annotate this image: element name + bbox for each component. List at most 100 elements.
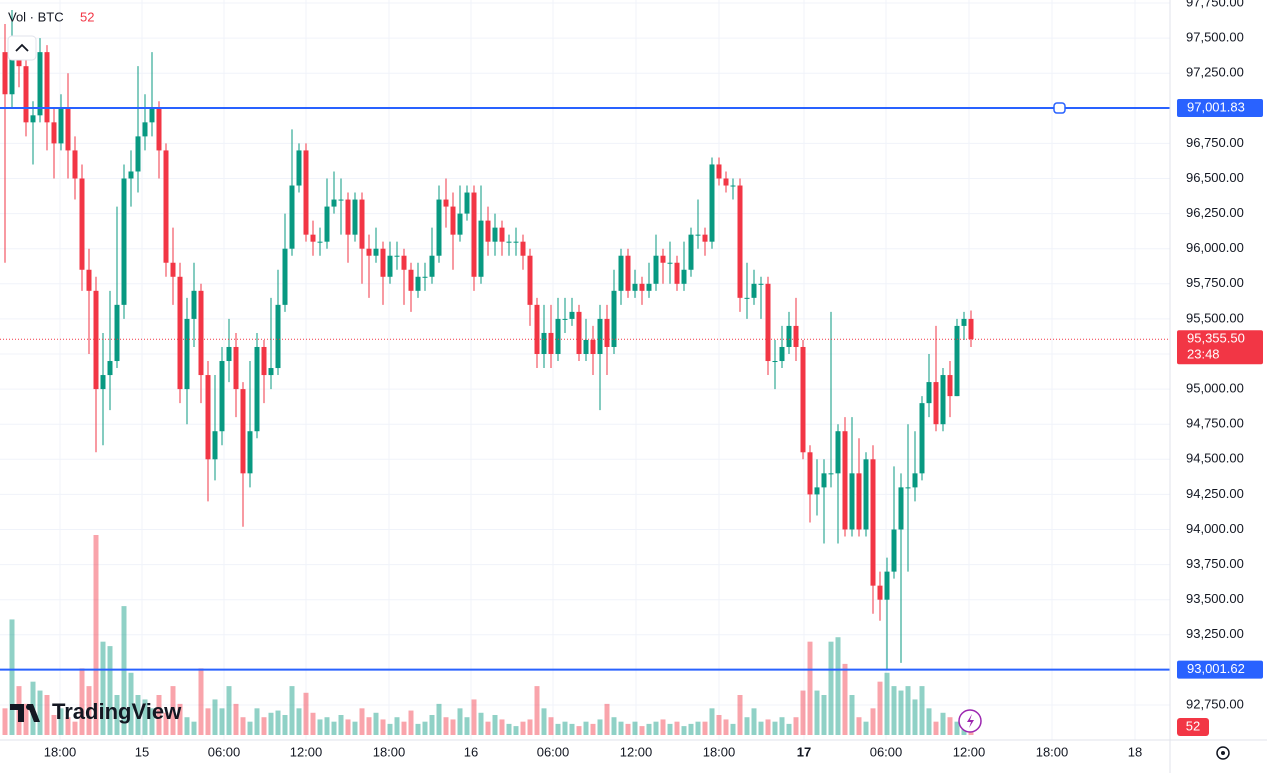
candle-body <box>702 234 708 242</box>
volume-bar <box>163 712 169 735</box>
candle-body <box>954 325 960 397</box>
y-tick-label: 94,500.00 <box>1186 451 1244 466</box>
volume-bar <box>268 712 274 735</box>
candle-body <box>618 255 624 291</box>
volume-bar <box>2 708 8 735</box>
x-tick-label: 18:00 <box>44 744 77 759</box>
volume-bar <box>723 719 729 735</box>
candle-body <box>562 318 568 320</box>
x-tick-label: 12:00 <box>290 744 323 759</box>
volume-bar <box>653 721 659 735</box>
volume-bar <box>471 699 477 735</box>
candle-body <box>758 283 764 285</box>
volume-bar <box>23 703 29 735</box>
candle-body <box>415 276 421 291</box>
volume-bar <box>583 721 589 735</box>
candle-body <box>842 431 848 530</box>
candle-body <box>877 585 883 600</box>
volume-bar <box>331 721 337 735</box>
candle-body <box>114 304 120 362</box>
y-tick-label: 96,500.00 <box>1186 170 1244 185</box>
collapse-button[interactable] <box>7 35 37 61</box>
candle-body <box>597 318 603 354</box>
volume-bar <box>499 719 505 735</box>
y-tick-label: 94,750.00 <box>1186 416 1244 431</box>
volume-bar <box>513 726 519 735</box>
candle-body <box>723 178 729 186</box>
volume-bar <box>702 721 708 735</box>
candle-body <box>79 178 85 270</box>
candle-body <box>51 122 57 144</box>
volume-bar <box>534 686 540 735</box>
y-tick-label: 94,250.00 <box>1186 486 1244 501</box>
volume-bar <box>114 695 120 735</box>
volume-bar <box>674 721 680 735</box>
x-tick-label: 06:00 <box>208 744 241 759</box>
candle-body <box>688 234 694 270</box>
candle-body <box>821 473 827 488</box>
volume-bar <box>324 717 330 735</box>
y-tick-label: 97,750.00 <box>1186 0 1244 9</box>
volume-bar <box>947 717 953 735</box>
y-tick-label: 93,500.00 <box>1186 591 1244 606</box>
settings-icon[interactable] <box>1216 746 1230 760</box>
candle-body <box>653 255 659 284</box>
candle-body <box>436 199 442 256</box>
volume-bar <box>58 708 64 735</box>
logo-dot <box>26 704 32 710</box>
candle-body <box>359 199 365 249</box>
candle-body <box>639 283 645 291</box>
candle-body <box>408 269 414 291</box>
candle-body <box>814 487 820 495</box>
volume-bar <box>793 717 799 735</box>
candle-body <box>282 248 288 305</box>
candle-body <box>933 382 939 425</box>
candle-body <box>275 304 281 369</box>
candle-body <box>177 276 183 390</box>
x-tick-label: 06:00 <box>537 744 570 759</box>
volume-bar <box>856 717 862 735</box>
volume-bar <box>737 695 743 735</box>
volume-bar <box>541 708 547 735</box>
logo: TradingView <box>10 699 182 724</box>
y-tick-label: 96,250.00 <box>1186 205 1244 220</box>
volume-bar <box>905 686 911 735</box>
logo-mark <box>10 704 40 722</box>
candle-body <box>940 375 946 425</box>
y-tick-label: 95,750.00 <box>1186 275 1244 290</box>
volume-badge-label: 52 <box>1186 718 1200 733</box>
volume-bar <box>359 708 365 735</box>
volume-bar <box>219 708 225 735</box>
volume-bar <box>562 721 568 735</box>
candle-body <box>289 185 295 249</box>
y-tick-label: 93,750.00 <box>1186 556 1244 571</box>
candle-body <box>163 150 169 263</box>
volume-bar <box>632 721 638 735</box>
candle-body <box>555 318 561 354</box>
candle-body <box>891 529 897 572</box>
volume-bar <box>310 712 316 735</box>
candle-body <box>2 52 8 95</box>
volume-bar <box>849 695 855 735</box>
volume-bar <box>415 723 421 735</box>
flash-glyph <box>967 714 974 728</box>
candle-body <box>121 178 127 305</box>
volume-bar <box>758 721 764 735</box>
candle-body <box>492 227 498 242</box>
volume-bar <box>450 719 456 735</box>
x-tick-label: 06:00 <box>870 744 903 759</box>
y-tick-label: 96,000.00 <box>1186 240 1244 255</box>
candle-body <box>450 206 456 235</box>
volume-bar <box>667 723 673 735</box>
candle-body <box>926 382 932 404</box>
volume-bar <box>464 717 470 735</box>
candle-body <box>219 361 225 432</box>
volume-bar <box>100 641 106 735</box>
volume-bar <box>261 717 267 735</box>
candle-body <box>793 325 799 347</box>
volume-bar <box>485 721 491 735</box>
volume-bar <box>170 686 176 735</box>
volume-bar <box>226 686 232 735</box>
volume-bar <box>639 726 645 735</box>
y-tick-label: 95,500.00 <box>1186 310 1244 325</box>
